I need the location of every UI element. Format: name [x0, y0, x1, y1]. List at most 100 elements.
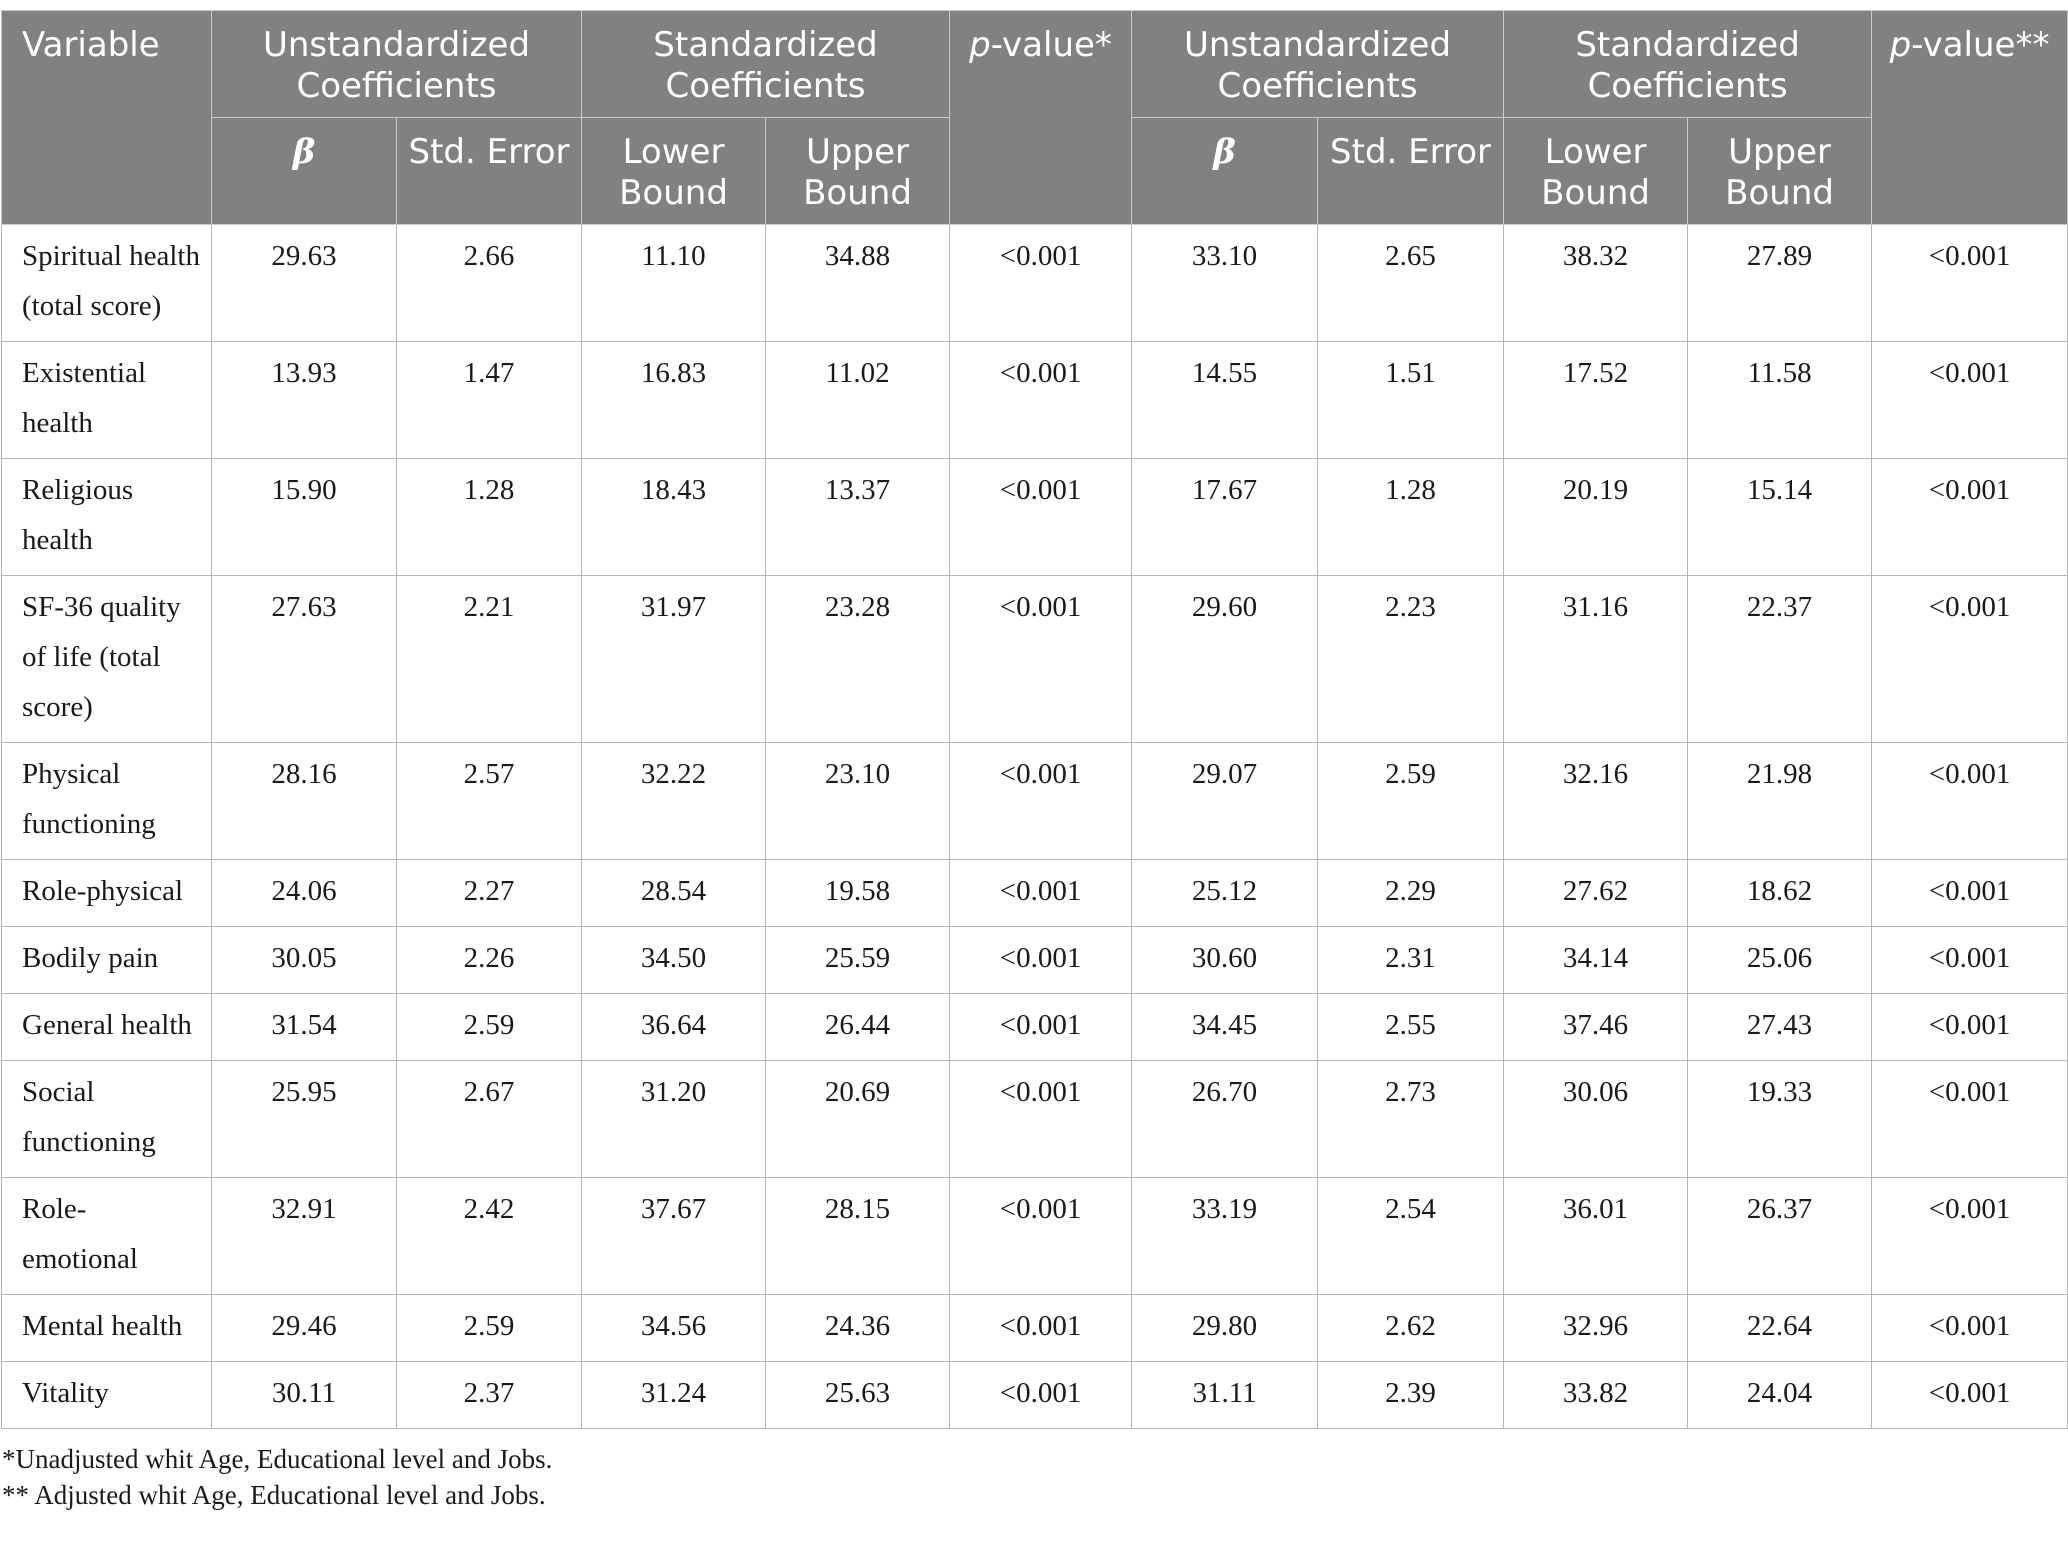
cell-lower-bound-unadjusted: 34.56 [581, 1294, 767, 1362]
header-standardized-1: Standardized Coefficients [581, 10, 951, 118]
cell-lower-bound-adjusted: 17.52 [1503, 341, 1689, 459]
cell-p-value-unadjusted: <0.001 [949, 926, 1133, 994]
cell-upper-bound-unadjusted: 25.59 [765, 926, 951, 994]
cell-beta-adjusted: 29.60 [1131, 575, 1319, 743]
table-row: Bodily pain 30.05 2.26 34.50 25.59 <0.00… [1, 926, 2068, 994]
table-row: General health 31.54 2.59 36.64 26.44 <0… [1, 993, 2068, 1061]
cell-std-error-unadjusted: 2.59 [395, 1294, 583, 1362]
cell-p-value-adjusted: <0.001 [1871, 341, 2068, 459]
cell-p-value-adjusted: <0.001 [1871, 458, 2068, 576]
cell-p-value-unadjusted: <0.001 [949, 742, 1133, 860]
header-p-suffix: -value* [990, 25, 1112, 65]
cell-lower-bound-adjusted: 32.16 [1503, 742, 1689, 860]
cell-upper-bound-adjusted: 18.62 [1687, 859, 1873, 927]
footnote-adjusted: ** Adjusted whit Age, Educational level … [2, 1480, 546, 1510]
cell-beta-unadjusted: 29.63 [211, 224, 397, 342]
cell-p-value-adjusted: <0.001 [1871, 742, 2068, 860]
cell-std-error-unadjusted: 1.47 [395, 341, 583, 459]
beta-symbol: β [1213, 132, 1236, 172]
cell-beta-unadjusted: 24.06 [211, 859, 397, 927]
table-body: Spiritual health (total score) 29.63 2.6… [1, 224, 2068, 1429]
cell-p-value-adjusted: <0.001 [1871, 224, 2068, 342]
cell-std-error-unadjusted: 2.59 [395, 993, 583, 1061]
cell-lower-bound-unadjusted: 36.64 [581, 993, 767, 1061]
cell-upper-bound-adjusted: 22.64 [1687, 1294, 1873, 1362]
cell-beta-unadjusted: 29.46 [211, 1294, 397, 1362]
cell-p-value-unadjusted: <0.001 [949, 458, 1133, 576]
header-p-italic: p [969, 25, 991, 65]
cell-std-error-adjusted: 2.59 [1317, 742, 1505, 860]
cell-lower-bound-unadjusted: 16.83 [581, 341, 767, 459]
cell-upper-bound-adjusted: 21.98 [1687, 742, 1873, 860]
header-upper-bound-2: Upper Bound [1687, 117, 1873, 225]
cell-p-value-unadjusted: <0.001 [949, 1177, 1133, 1295]
header-std-error-1: Std. Error [395, 117, 583, 225]
cell-std-error-adjusted: 2.55 [1317, 993, 1505, 1061]
cell-lower-bound-unadjusted: 37.67 [581, 1177, 767, 1295]
table-row: SF-36 quality of life (total score) 27.6… [1, 575, 2068, 743]
header-unstandardized-1: Unstandardized Coefficients [210, 10, 583, 118]
cell-upper-bound-adjusted: 15.14 [1687, 458, 1873, 576]
results-table-container: Variable Unstandardized Coefficients Sta… [0, 10, 2068, 1513]
cell-std-error-unadjusted: 2.42 [395, 1177, 583, 1295]
cell-p-value-unadjusted: <0.001 [949, 993, 1133, 1061]
cell-upper-bound-unadjusted: 34.88 [765, 224, 951, 342]
regression-table: Variable Unstandardized Coefficients Sta… [1, 10, 2068, 1429]
cell-upper-bound-unadjusted: 23.28 [765, 575, 951, 743]
header-std-error-2: Std. Error [1317, 117, 1505, 225]
cell-variable: Role-emotional [1, 1177, 212, 1295]
cell-lower-bound-unadjusted: 28.54 [581, 859, 767, 927]
cell-p-value-unadjusted: <0.001 [949, 1060, 1133, 1178]
cell-p-value-adjusted: <0.001 [1871, 859, 2068, 927]
table-row: Religious health 15.90 1.28 18.43 13.37 … [1, 458, 2068, 576]
cell-std-error-unadjusted: 2.67 [395, 1060, 583, 1178]
cell-std-error-adjusted: 2.62 [1317, 1294, 1505, 1362]
cell-beta-unadjusted: 25.95 [211, 1060, 397, 1178]
cell-std-error-adjusted: 2.23 [1317, 575, 1505, 743]
cell-lower-bound-unadjusted: 31.20 [581, 1060, 767, 1178]
header-p-suffix: -value** [1911, 25, 2050, 65]
cell-p-value-unadjusted: <0.001 [949, 1294, 1133, 1362]
cell-beta-adjusted: 17.67 [1131, 458, 1319, 576]
header-beta-2: β [1131, 117, 1319, 225]
cell-p-value-adjusted: <0.001 [1871, 1294, 2068, 1362]
cell-beta-adjusted: 33.10 [1131, 224, 1319, 342]
cell-lower-bound-adjusted: 33.82 [1503, 1361, 1689, 1429]
cell-variable: Social functioning [1, 1060, 212, 1178]
cell-upper-bound-unadjusted: 23.10 [765, 742, 951, 860]
cell-beta-unadjusted: 30.11 [211, 1361, 397, 1429]
cell-upper-bound-unadjusted: 26.44 [765, 993, 951, 1061]
cell-variable: General health [1, 993, 212, 1061]
cell-std-error-adjusted: 1.51 [1317, 341, 1505, 459]
cell-beta-unadjusted: 13.93 [211, 341, 397, 459]
cell-upper-bound-unadjusted: 19.58 [765, 859, 951, 927]
cell-p-value-adjusted: <0.001 [1871, 1361, 2068, 1429]
cell-std-error-adjusted: 2.54 [1317, 1177, 1505, 1295]
cell-p-value-adjusted: <0.001 [1871, 993, 2068, 1061]
cell-beta-adjusted: 33.19 [1131, 1177, 1319, 1295]
cell-beta-adjusted: 25.12 [1131, 859, 1319, 927]
cell-variable: Role-physical [1, 859, 212, 927]
header-unstandardized-2: Unstandardized Coefficients [1131, 10, 1505, 118]
cell-std-error-unadjusted: 2.21 [395, 575, 583, 743]
table-row: Mental health 29.46 2.59 34.56 24.36 <0.… [1, 1294, 2068, 1362]
cell-beta-unadjusted: 31.54 [211, 993, 397, 1061]
cell-upper-bound-unadjusted: 24.36 [765, 1294, 951, 1362]
cell-upper-bound-adjusted: 27.89 [1687, 224, 1873, 342]
cell-beta-adjusted: 30.60 [1131, 926, 1319, 994]
cell-lower-bound-unadjusted: 18.43 [581, 458, 767, 576]
cell-std-error-unadjusted: 1.28 [395, 458, 583, 576]
table-row: Spiritual health (total score) 29.63 2.6… [1, 224, 2068, 342]
cell-std-error-adjusted: 2.29 [1317, 859, 1505, 927]
cell-beta-unadjusted: 27.63 [211, 575, 397, 743]
cell-p-value-unadjusted: <0.001 [949, 575, 1133, 743]
cell-upper-bound-adjusted: 27.43 [1687, 993, 1873, 1061]
cell-lower-bound-adjusted: 36.01 [1503, 1177, 1689, 1295]
cell-lower-bound-adjusted: 27.62 [1503, 859, 1689, 927]
cell-upper-bound-unadjusted: 20.69 [765, 1060, 951, 1178]
cell-beta-unadjusted: 28.16 [211, 742, 397, 860]
header-standardized-2: Standardized Coefficients [1503, 10, 1873, 118]
cell-beta-adjusted: 29.07 [1131, 742, 1319, 860]
cell-std-error-unadjusted: 2.37 [395, 1361, 583, 1429]
cell-lower-bound-adjusted: 37.46 [1503, 993, 1689, 1061]
